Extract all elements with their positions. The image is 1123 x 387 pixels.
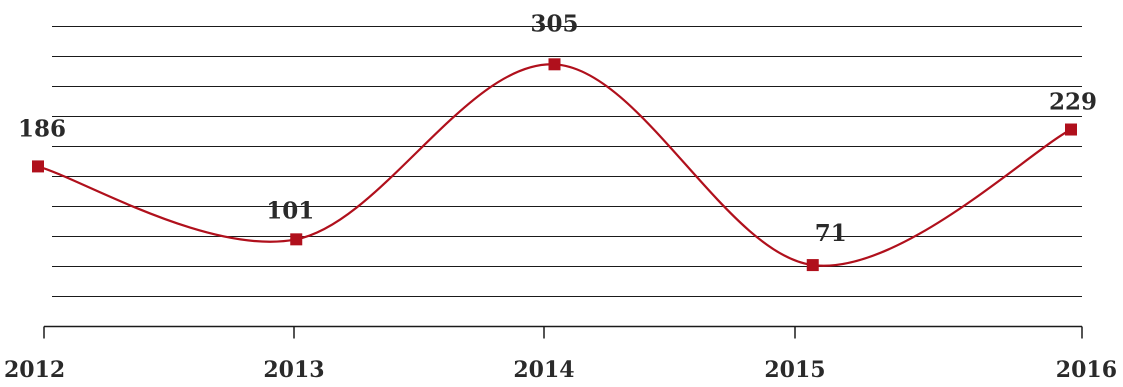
data-label-2015: 71 — [815, 220, 847, 247]
x-tick-label-2016: 2016 — [1056, 357, 1117, 383]
data-label-2016: 229 — [1049, 89, 1097, 116]
data-point-2015 — [806, 259, 819, 272]
data-point-2012 — [32, 160, 44, 173]
data-point-2016 — [1065, 123, 1077, 136]
series-line — [37, 63, 1072, 267]
x-tick-label-2015: 2015 — [764, 357, 825, 383]
x-axis-ticks — [43, 326, 1083, 339]
x-tick-label-2012: 2012 — [4, 357, 65, 383]
series-group — [37, 63, 1072, 267]
data-labels: 186 101 305 71 229 — [18, 10, 1097, 247]
x-tick-label-2014: 2014 — [513, 357, 574, 383]
x-tick-label-2013: 2013 — [263, 357, 324, 383]
data-label-2012: 186 — [18, 115, 66, 142]
data-label-2013: 101 — [266, 197, 314, 224]
data-point-2014 — [548, 58, 561, 71]
data-markers — [32, 58, 1077, 272]
data-point-2013 — [290, 233, 303, 246]
x-tick-labels: 2012 2013 2014 2015 2016 — [4, 357, 1117, 383]
data-label-2014: 305 — [530, 10, 578, 37]
